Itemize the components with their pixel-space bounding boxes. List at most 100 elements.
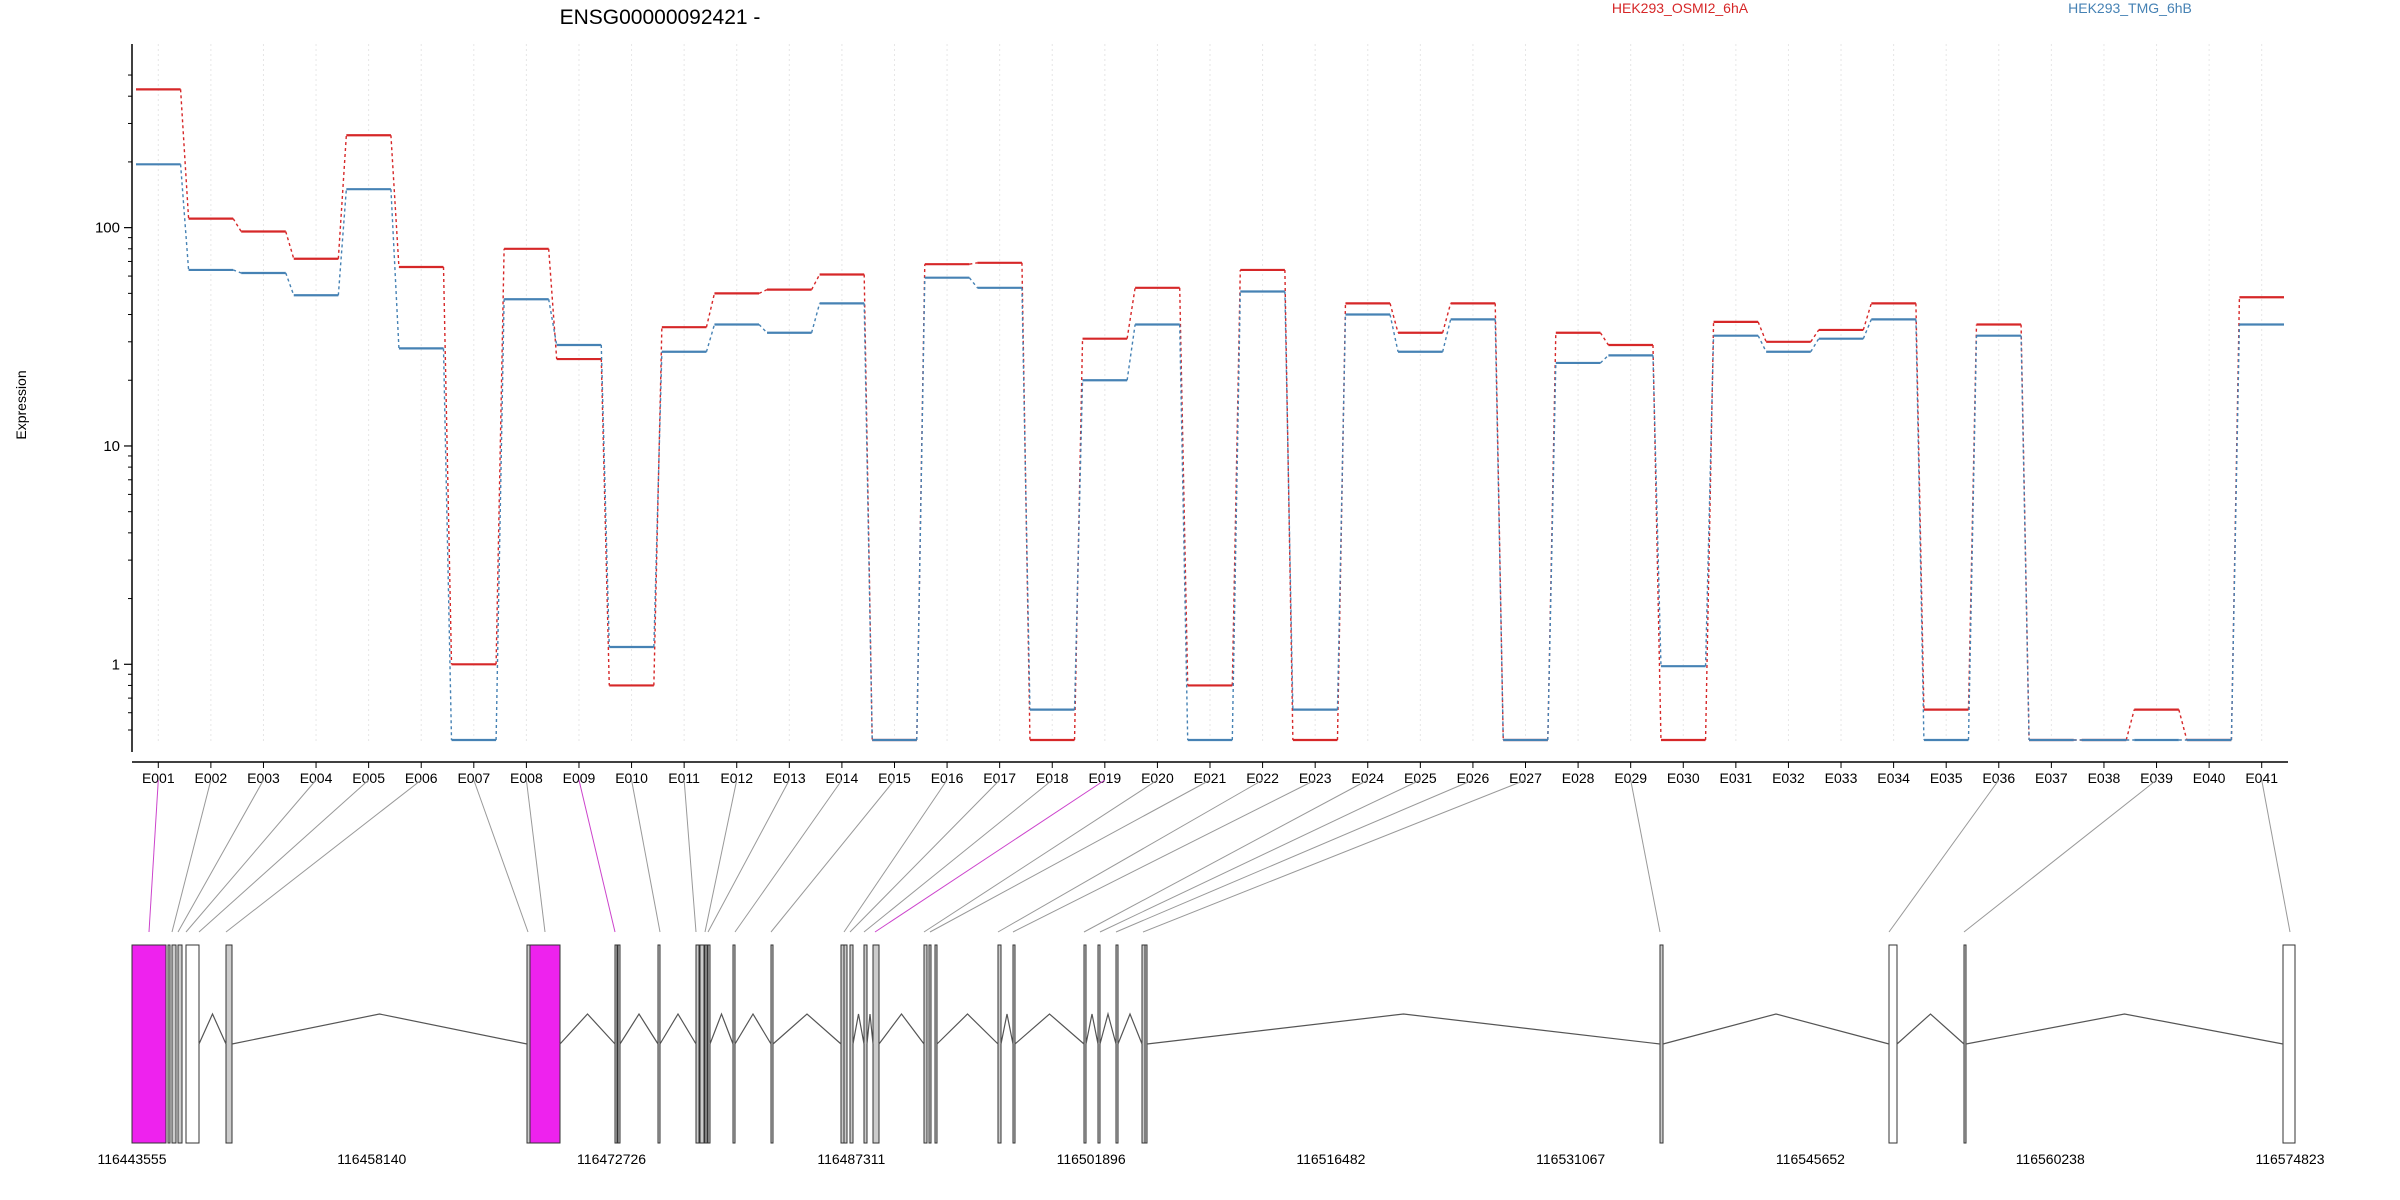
- exon-connector: [148, 779, 159, 933]
- exon-block: [1659, 944, 1664, 1144]
- series-connector: [1757, 335, 1767, 353]
- x-tick-label: E034: [1877, 770, 1910, 786]
- series-connector: [232, 269, 242, 274]
- series-connector: [1967, 335, 1978, 741]
- genomic-tick-label: 116443555: [97, 1151, 166, 1167]
- x-tick-label: E040: [2193, 770, 2226, 786]
- series-connector: [1126, 324, 1136, 381]
- series-connector: [1073, 380, 1084, 710]
- intron-line: [559, 1013, 616, 1045]
- exon-connector: [1888, 779, 2000, 933]
- intron-line: [1965, 1013, 2284, 1045]
- series-connector: [1599, 332, 1609, 346]
- exon-block: [1144, 944, 1148, 1144]
- genomic-tick-label: 116560238: [2016, 1151, 2085, 1167]
- series-connector: [1179, 287, 1189, 686]
- y-tick-label: 1: [112, 656, 120, 673]
- intron-line: [1662, 1013, 1890, 1045]
- x-tick-label: E008: [510, 770, 543, 786]
- series-connector: [1441, 319, 1452, 352]
- series-connector: [1862, 319, 1872, 339]
- series-connector: [1389, 303, 1399, 333]
- genomic-tick-label: 116458140: [337, 1151, 406, 1167]
- intron-line: [1014, 1013, 1085, 1045]
- exon-block: [177, 944, 183, 1144]
- x-tick-label: E039: [2140, 770, 2173, 786]
- series-connector: [285, 231, 295, 259]
- x-tick-label: E009: [563, 770, 596, 786]
- exon-connector: [2261, 779, 2291, 933]
- x-tick-label: E024: [1351, 770, 1384, 786]
- series-connector: [390, 135, 400, 268]
- series-connector: [2020, 335, 2030, 741]
- series-connector: [285, 272, 295, 296]
- series-connector: [1810, 338, 1820, 353]
- genomic-tick-label: 116501896: [1057, 1151, 1126, 1167]
- x-tick-label: E038: [2088, 770, 2121, 786]
- genomic-axis: 116443555 116458140 116472726 116487311 1165…: [97, 1151, 2324, 1167]
- exon-block: [529, 944, 561, 1144]
- exon-connector: [1963, 779, 2157, 933]
- series-connector: [1704, 335, 1715, 667]
- intron-line: [852, 1013, 865, 1045]
- chart-title: ENSG00000092421 -: [560, 6, 761, 29]
- exon-block: [1963, 944, 1967, 1144]
- exon-connector: [225, 779, 422, 933]
- exon-block: [171, 944, 177, 1144]
- exon-block: [1888, 944, 1898, 1144]
- genomic-tick-label: 116516482: [1296, 1151, 1365, 1167]
- exon-block: [2282, 944, 2296, 1144]
- exon-connector: [997, 779, 1263, 933]
- series-connector: [600, 344, 610, 648]
- series-connector: [916, 277, 926, 741]
- exon-block: [1097, 944, 1101, 1144]
- x-tick-label: E003: [247, 770, 280, 786]
- x-tick-labels: E001 E002 E003 E004 E005 E006 E007 E008 E009 E010…: [142, 770, 2278, 786]
- x-tick-label: E018: [1036, 770, 1069, 786]
- exon-block: [928, 944, 932, 1144]
- legend-entry-osmi2: HEK293_OSMI2_6hA: [1612, 0, 1749, 16]
- exon-connector: [473, 779, 529, 933]
- series-connector: [495, 248, 505, 665]
- series-connector: [1231, 291, 1241, 741]
- exon-connector: [1099, 779, 1421, 933]
- exon-block: [934, 944, 938, 1144]
- exon-block: [863, 944, 868, 1144]
- intron-line: [1146, 1013, 1661, 1045]
- intron-line: [659, 1012, 697, 1045]
- exon-block: [617, 944, 621, 1144]
- series-connector: [705, 293, 716, 328]
- x-tick-label: E004: [300, 770, 333, 786]
- series-connector: [968, 277, 978, 289]
- x-tick-label: E035: [1930, 770, 1963, 786]
- x-tick-label: E013: [773, 770, 806, 786]
- exon-block: [225, 944, 233, 1144]
- series-connector: [1810, 329, 1820, 343]
- series-connector: [1915, 303, 1925, 710]
- x-tick-label: E010: [615, 770, 648, 786]
- exon-connector: [849, 779, 1001, 933]
- exon-block: [614, 944, 618, 1144]
- series-connector: [1179, 324, 1189, 741]
- x-tick-label: E033: [1825, 770, 1858, 786]
- x-tick-label: E020: [1141, 770, 1174, 786]
- x-tick-label: E021: [1194, 770, 1227, 786]
- exon-block: [1012, 944, 1016, 1144]
- exon-connector: [843, 779, 948, 933]
- x-tick-label: E029: [1614, 770, 1647, 786]
- series-HEK293_TMG_6hB: [136, 163, 2284, 742]
- x-tick-label: E036: [1982, 770, 2015, 786]
- gene-model: [131, 944, 2296, 1144]
- exon-block: [1083, 944, 1087, 1144]
- exon-block: [131, 944, 167, 1144]
- exon-connector: [1142, 779, 1526, 933]
- x-tick-label: E011: [668, 770, 700, 786]
- series-connector: [337, 135, 348, 259]
- series-connector: [1021, 287, 1031, 710]
- x-tick-label: E007: [457, 770, 490, 786]
- exon-connector: [923, 779, 1158, 933]
- exon-connector: [683, 779, 697, 933]
- series-connector: [2125, 709, 2135, 741]
- exon-block: [699, 944, 705, 1144]
- exon-block: [695, 944, 700, 1144]
